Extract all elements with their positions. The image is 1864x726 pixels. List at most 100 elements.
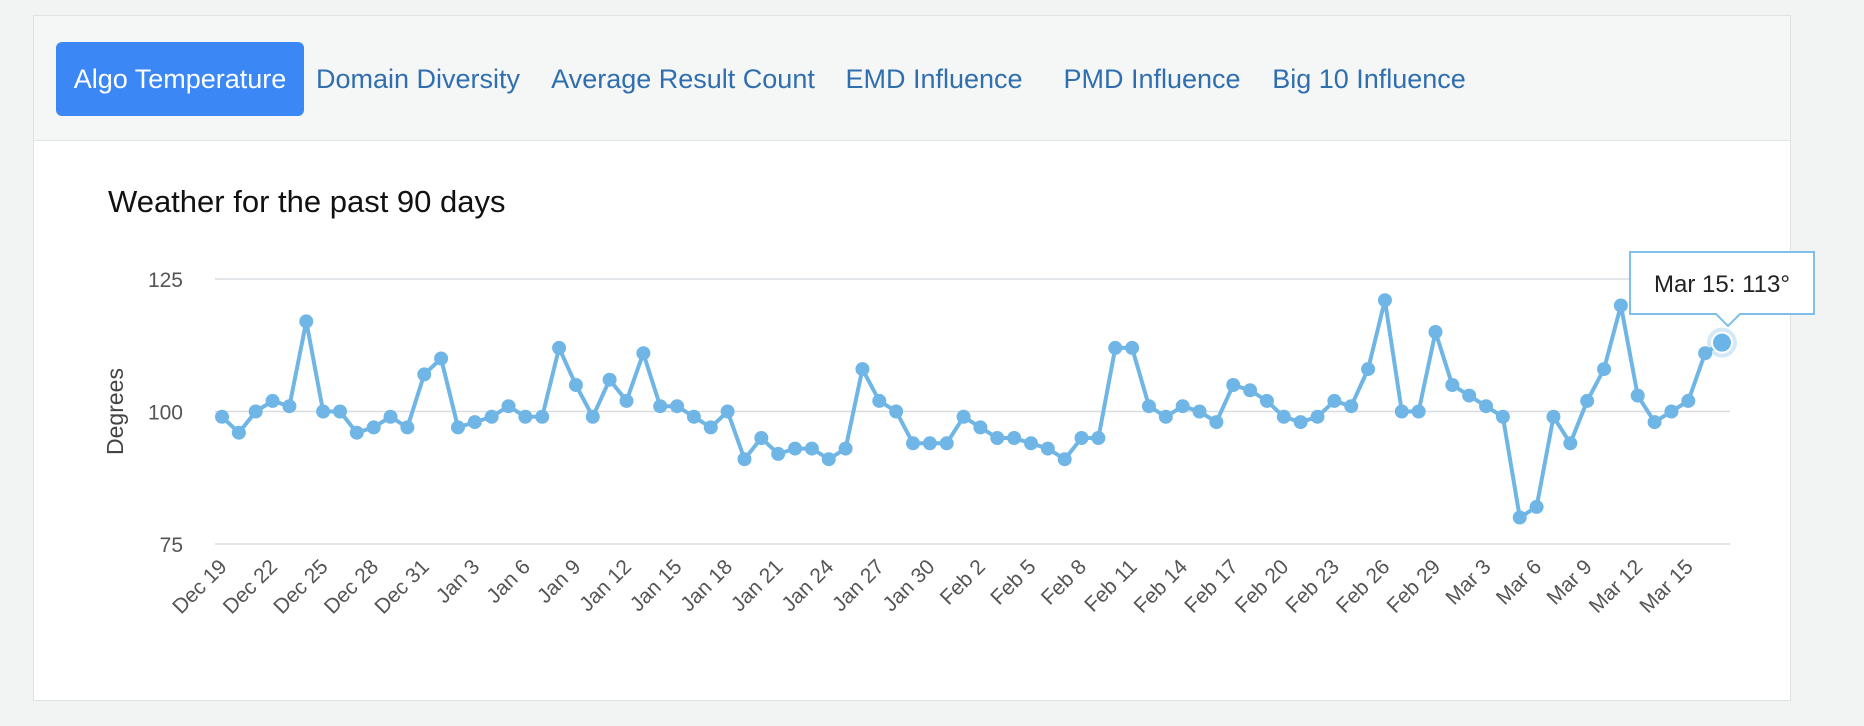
x-tick-label: Feb 2 [936,555,990,609]
x-tick-label: Jan 24 [777,555,838,616]
data-point [1125,340,1140,355]
data-point [1175,399,1190,414]
x-tick-label: Feb 29 [1383,555,1446,618]
data-point [1158,409,1173,424]
data-point [804,441,819,456]
data-point [1529,499,1544,514]
data-point [1512,510,1527,525]
data-point [349,425,364,440]
data-point [400,420,415,435]
tab-bar: Algo Temperature Domain Diversity Averag… [34,16,1790,141]
data-point [1141,399,1156,414]
data-point [1630,388,1645,403]
data-point [1209,415,1224,430]
data-point [788,441,803,456]
x-tick-label: Jan 12 [575,555,636,616]
x-tick-label: Dec 25 [269,555,332,618]
tab-pmd-influence[interactable]: PMD Influence [1063,63,1241,94]
x-tick-label: Dec 22 [219,555,282,618]
data-point [653,399,668,414]
tab-algo-temperature[interactable]: Algo Temperature [56,42,304,116]
data-point [1361,362,1376,377]
data-point [434,351,449,366]
x-tick-label: Feb 17 [1180,555,1243,618]
data-point [585,409,600,424]
data-point [417,367,432,382]
data-point [754,431,769,445]
data-point [265,393,280,408]
data-point [1428,325,1443,339]
x-tick-label: Dec 28 [320,555,383,618]
x-tick-label: Jan 3 [432,555,485,608]
tooltip-text: Mar 15: 113° [1654,271,1790,298]
data-point [1310,409,1325,424]
data-point [821,452,836,467]
data-point [1495,409,1510,424]
x-tick-label: Feb 23 [1281,555,1344,618]
data-point [1681,393,1696,408]
tab-domain-diversity[interactable]: Domain Diversity [315,63,521,94]
data-point [720,404,735,419]
data-point [973,420,988,435]
data-point [1074,431,1089,445]
x-tick-label: Jan 27 [828,555,889,616]
data-point [922,436,937,451]
data-point [282,399,297,414]
tab-big-10-influence[interactable]: Big 10 Influence [1272,63,1466,94]
data-point [855,362,870,377]
data-point [1057,452,1072,467]
data-point [1597,362,1612,377]
data-point [450,420,465,435]
x-tick-label: Feb 26 [1332,555,1395,618]
x-tick-label: Mar 12 [1585,555,1647,617]
data-point [501,399,516,414]
data-point [771,446,786,461]
data-point [248,404,263,419]
data-point [1580,393,1595,408]
data-point [1613,298,1628,313]
tooltip-box [1629,251,1815,328]
data-point [299,314,314,329]
data-point [215,409,229,424]
data-point [889,404,904,419]
data-point [670,399,685,414]
data-point [636,346,651,361]
data-point [316,404,331,419]
data-point [686,409,701,424]
data-point [1377,293,1392,308]
data-point [1007,431,1022,445]
data-point [1698,346,1713,361]
data-point [1647,415,1662,430]
x-tick-label: Jan 21 [727,555,788,616]
data-point [619,393,634,408]
data-point [906,436,921,451]
data-point [990,431,1005,445]
data-point [1023,436,1038,451]
data-point [568,378,583,392]
data-point [1327,393,1342,408]
y-tick-label: 75 [160,534,183,557]
data-point [956,409,971,424]
data-point [1108,340,1123,355]
data-point [1091,431,1106,445]
x-tick-label: Mar 15 [1635,555,1697,617]
data-point [737,452,752,467]
data-point [1462,388,1477,403]
data-point [518,409,533,424]
data-point [1411,404,1426,419]
series-line [220,298,1724,520]
data-point [1293,415,1308,430]
tab-emd-influence[interactable]: EMD Influence [845,63,1023,94]
highlight-point [1711,331,1733,354]
tab-average-result-count[interactable]: Average Result Count [551,63,815,94]
data-point [703,420,718,435]
data-point [939,436,954,451]
x-tick-label: Jan 15 [626,555,687,616]
x-tick-label: Feb 11 [1080,555,1141,616]
data-point [535,409,550,424]
x-tick-label: Dec 31 [370,555,433,618]
x-tick-label: Mar 6 [1492,555,1546,609]
y-axis-label: Degrees [102,368,128,455]
data-point [383,409,398,424]
